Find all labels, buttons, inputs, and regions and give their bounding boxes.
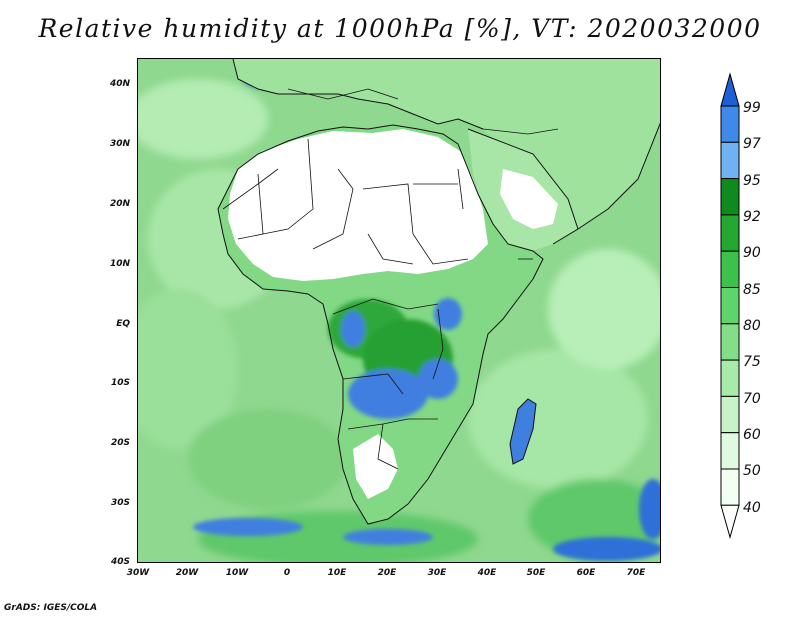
lat-label-40s: 40S [110, 557, 130, 567]
colorbar-segment [720, 250, 740, 288]
colorbar-bottom-arrow [720, 504, 740, 540]
colorbar-segment [720, 105, 740, 143]
colorbar-label-99: 99 [743, 100, 761, 116]
colorbar-segment [720, 178, 740, 216]
map-title: Relative humidity at 1000hPa [%], VT: 20… [38, 14, 762, 43]
colorbar-label-60: 60 [743, 427, 761, 443]
colorbar-segment [720, 323, 740, 361]
coastlines [217, 59, 660, 525]
humidity-map [138, 59, 660, 562]
colorbar [720, 72, 740, 540]
central-africa-wet [328, 298, 462, 419]
lon-label-0: 0 [283, 568, 291, 578]
lat-label-20s: 20S [110, 438, 130, 448]
lat-label-eq: EQ [116, 319, 130, 329]
arabia-dry-region [500, 169, 558, 229]
colorbar-label-95: 95 [743, 173, 761, 189]
lon-label-40e: 40E [477, 568, 497, 578]
colorbar-segment [720, 432, 740, 470]
lon-label-70e: 70E [626, 568, 646, 578]
colorbar-segment [720, 287, 740, 325]
colorbar-segment [720, 468, 740, 506]
map-panel [137, 58, 661, 563]
lon-label-30w: 30W [126, 568, 150, 578]
lon-label-30e: 30E [427, 568, 447, 578]
lat-label-20n: 20N [109, 199, 130, 209]
lon-label-10w: 10W [225, 568, 249, 578]
colorbar-label-97: 97 [743, 136, 761, 152]
lon-label-20w: 20W [175, 568, 199, 578]
sahara-dry-region [228, 129, 488, 281]
country-borders [222, 88, 559, 470]
colorbar-label-40: 40 [743, 500, 761, 516]
lat-label-10s: 10S [110, 378, 130, 388]
colorbar-segment [720, 395, 740, 434]
lon-label-50e: 50E [526, 568, 546, 578]
grads-credit: GrADS: IGES/COLA [4, 603, 98, 613]
lon-label-10e: 10E [327, 568, 347, 578]
lat-label-10n: 10N [109, 259, 130, 269]
lat-label-30n: 30N [109, 139, 130, 149]
colorbar-segment [720, 141, 740, 180]
lon-label-20e: 20E [377, 568, 397, 578]
colorbar-label-90: 90 [743, 245, 761, 261]
lat-label-40n: 40N [109, 79, 130, 89]
colorbar-label-50: 50 [743, 463, 761, 479]
colorbar-segment [720, 214, 740, 252]
kalahari-dry-region [353, 434, 398, 499]
colorbar-label-75: 75 [743, 354, 761, 370]
colorbar-label-80: 80 [743, 318, 761, 334]
colorbar-label-85: 85 [743, 282, 761, 298]
lat-label-30s: 30S [110, 498, 130, 508]
colorbar-label-92: 92 [743, 209, 761, 225]
colorbar-label-70: 70 [743, 391, 761, 407]
colorbar-segment [720, 359, 740, 397]
colorbar-top-arrow [720, 72, 740, 107]
lon-label-60e: 60E [576, 568, 596, 578]
madagascar [510, 399, 536, 464]
